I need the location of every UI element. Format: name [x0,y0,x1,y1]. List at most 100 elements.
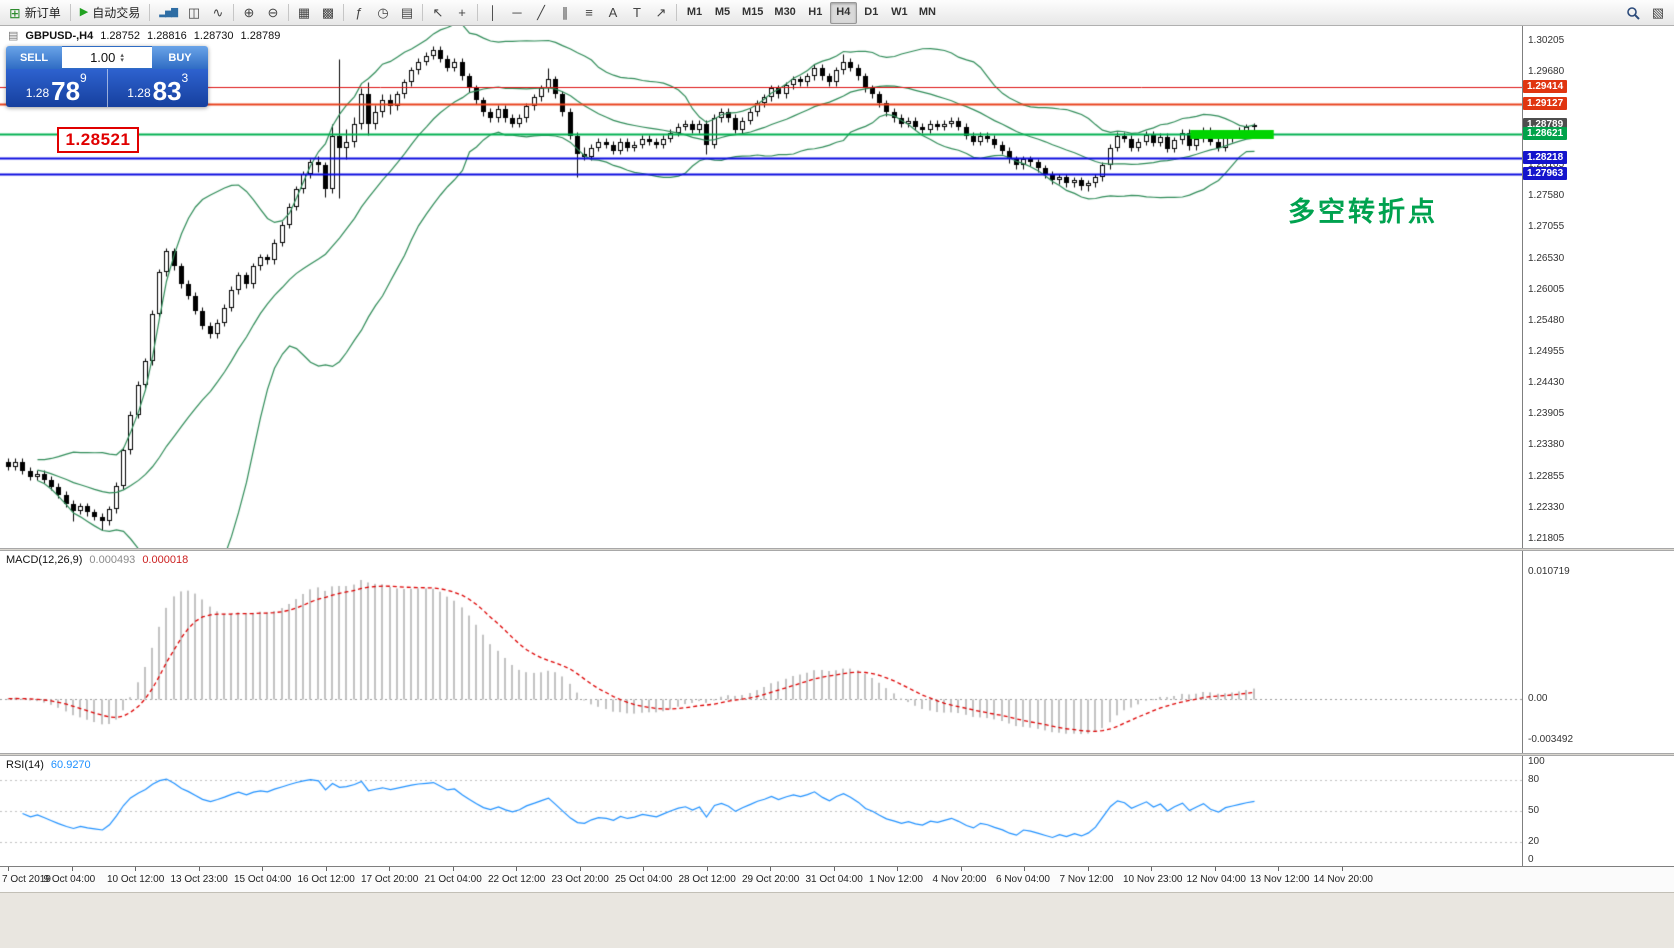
time-axis-label: 22 Oct 12:00 [488,874,546,885]
new-order-button[interactable]: ⊞ 新订单 [4,2,66,24]
label-icon[interactable]: T [625,2,649,24]
sell-price[interactable]: 1.28 78 9 [6,69,108,107]
macd-canvas[interactable] [0,551,1522,753]
vertical-line-icon[interactable]: │ [481,2,505,24]
time-tick [770,867,771,871]
price-axis-label: 1.22330 [1528,501,1565,513]
rsi-value: 60.9270 [50,759,91,771]
time-tick [325,867,327,871]
cursor-icon[interactable]: ↖ [426,2,450,24]
price-axis-label: 1.21805 [1528,532,1565,544]
spinner-down-icon[interactable]: ▾ [120,56,124,64]
buy-price[interactable]: 1.28 83 3 [107,69,208,107]
text-icon[interactable]: A [601,2,625,24]
time-tick [643,867,644,871]
trendline-icon[interactable]: ╱ [529,2,553,24]
time-tick [1341,867,1343,871]
time-tick [516,867,517,871]
sell-price-big: 78 [51,76,81,106]
price-axis-label: 1.23380 [1528,439,1565,451]
buy-button[interactable]: BUY [152,46,208,69]
panel-splitter[interactable] [0,753,1674,756]
time-axis-label: 4 Nov 20:00 [932,874,987,885]
volume-input[interactable]: 1.00 ▴ ▾ [62,46,152,69]
buy-price-big: 83 [152,76,182,106]
toolbar-icon-groups: ▂▅▇ ◫ ∿ ⊕ ⊖ ▦ ▩ ƒ ◷ ▤ ↖ + │ ─ ╱ ∥ ≡ A T ↗ [154,2,680,24]
candlestick-chart-icon[interactable]: ◫ [182,2,206,24]
autotrade-button[interactable]: ▶ 自动交易 [75,2,145,24]
timeframe-w1[interactable]: W1 [886,2,913,24]
timeframe-m1[interactable]: M1 [681,2,708,24]
bar-chart-icon[interactable]: ▂▅▇ [154,2,182,24]
toolbar-separator [233,4,234,21]
time-axis-label: 7 Nov 12:00 [1059,874,1114,885]
crosshair-icon[interactable]: + [450,2,474,24]
price-tag: 1.29414 [1523,80,1568,94]
spinner-up-icon[interactable]: ▴ [120,51,124,59]
cascade-windows-icon[interactable]: ▩ [316,2,340,24]
sell-price-prefix: 1.28 [25,86,50,100]
price-axis-label: 1.30205 [1528,34,1565,46]
trade-panel-price-row: 1.28 78 9 1.28 83 3 [6,69,208,107]
new-order-icon: ⊞ [9,4,21,21]
symbol-info: ▤ GBPUSD-,H4 1.28752 1.28816 1.28730 1.2… [8,29,280,43]
new-window-icon[interactable]: ▧ [1646,2,1670,24]
rsi-axis-label: 100 [1528,756,1545,767]
search-icon[interactable] [1621,2,1645,24]
line-chart-icon[interactable]: ∿ [206,2,230,24]
equidistant-channel-icon[interactable]: ∥ [553,2,577,24]
rsi-panel: RSI(14) 60.9270 100 80 50 20 0 [0,756,1674,866]
time-axis-label: 12 Nov 04:00 [1186,874,1247,885]
macd-axis-label: -0.003492 [1528,733,1574,745]
time-tick [1278,867,1279,871]
price-tag: 1.28218 [1523,151,1568,165]
timeframe-h4[interactable]: H4 [829,1,857,24]
toolbar-separator [69,4,71,21]
ohlc-low: 1.28730 [193,29,234,42]
time-axis-label: 7 Oct 2019 [2,874,51,885]
rsi-canvas[interactable] [0,756,1522,866]
timeframe-m5[interactable]: M5 [709,2,736,24]
time-tick [198,867,200,871]
turning-point-annotation[interactable]: 多空转折点 [1288,197,1438,227]
time-tick [262,867,263,871]
rsi-axis-label: 0 [1528,854,1534,865]
timeframe-d1[interactable]: D1 [858,2,885,24]
timeframe-m15[interactable]: M15 [737,2,768,24]
templates-icon[interactable]: ▤ [395,2,419,24]
price-axis-label: 1.29680 [1528,65,1565,77]
price-level-annotation[interactable]: 1.28521 [57,127,139,154]
macd-signal-value: 0.000018 [142,554,189,566]
time-axis-label: 23 Oct 20:00 [551,874,609,885]
zoom-out-icon[interactable]: ⊖ [261,2,285,24]
time-axis[interactable]: 7 Oct 2019 9 Oct 04:00 10 Oct 12:00 13 Oct … [0,866,1674,892]
periods-icon[interactable]: ◷ [371,2,395,24]
timeframe-mn[interactable]: MN [914,2,941,24]
volume-spinner[interactable]: ▴ ▾ [120,51,124,64]
arrows-icon[interactable]: ↗ [649,2,673,24]
timeframe-toolbar: M1 M5 M15 M30 H1 H4 D1 W1 MN [681,1,941,24]
rsi-name: RSI(14) [6,759,44,771]
trade-panel-top-row: SELL 1.00 ▴ ▾ BUY [6,46,208,69]
time-tick [1087,867,1089,871]
time-axis-label: 13 Oct 23:00 [170,874,228,885]
time-tick [579,867,581,871]
zoom-in-icon[interactable]: ⊕ [237,2,261,24]
tile-windows-icon[interactable]: ▦ [292,2,316,24]
price-chart-canvas[interactable] [0,26,1522,548]
indicators-icon[interactable]: ƒ [347,2,371,24]
time-tick [1024,867,1025,871]
axis-border [1522,26,1523,866]
panel-splitter[interactable] [0,548,1674,551]
autotrade-play-icon: ▶ [79,6,89,18]
fibonacci-icon[interactable]: ≡ [577,2,601,24]
sell-button[interactable]: SELL [6,46,62,69]
toolbar-separator [676,4,677,21]
price-axis-label: 1.23905 [1528,408,1565,420]
time-axis-label: 10 Nov 23:00 [1123,874,1183,885]
timeframe-h1[interactable]: H1 [802,2,829,24]
time-axis-label: 9 Oct 04:00 [43,874,96,885]
horizontal-line-icon[interactable]: ─ [505,2,529,24]
timeframe-m30[interactable]: M30 [769,2,800,24]
